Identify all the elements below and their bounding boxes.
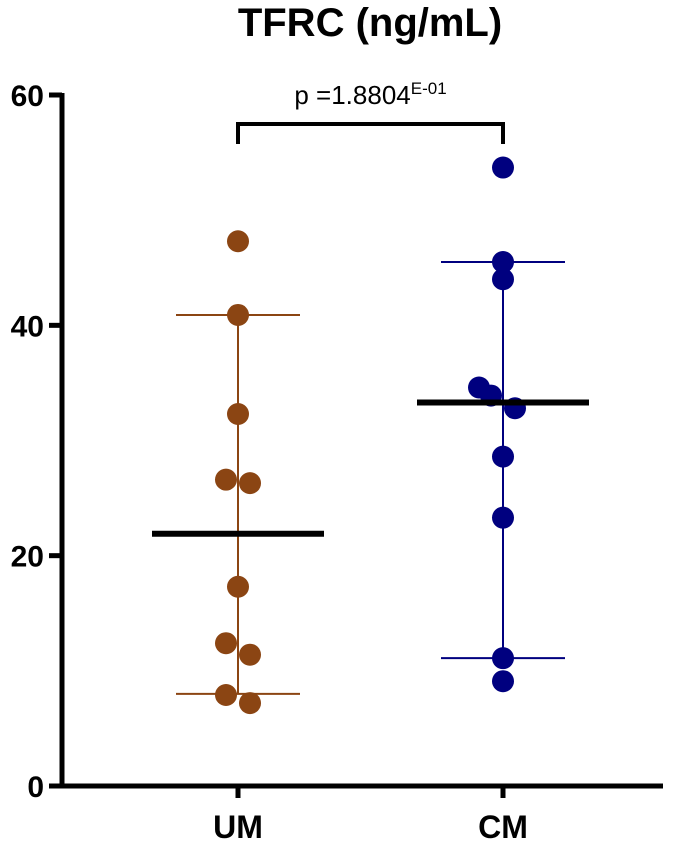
- data-point: [492, 506, 514, 529]
- data-point: [239, 472, 261, 495]
- data-point: [492, 647, 514, 670]
- data-point: [227, 403, 249, 426]
- axes: [59, 93, 663, 789]
- data-point: [492, 445, 514, 468]
- y-tick-label: 20: [11, 541, 44, 574]
- data-point: [492, 156, 514, 179]
- y-ticks: 0 20 40 60: [11, 80, 62, 804]
- y-tick-label: 0: [27, 771, 44, 804]
- data-point: [239, 643, 261, 666]
- x-category-label: CM: [478, 809, 528, 842]
- significance-annotation: p =1.8804E-01: [236, 79, 505, 144]
- data-point: [215, 468, 237, 491]
- data-point: [239, 692, 261, 715]
- data-point: [492, 670, 514, 693]
- data-point: [492, 250, 514, 273]
- data-point: [227, 303, 249, 326]
- p-value-label: p =1.8804E-01: [294, 79, 446, 110]
- chart-title: TFRC (ng/mL): [238, 1, 502, 45]
- data-point: [492, 268, 514, 291]
- p-value-main: p =1.8804: [294, 80, 410, 110]
- mean-lines: [152, 399, 589, 537]
- significance-bracket: [236, 122, 505, 144]
- x-categories: UM CM: [213, 786, 528, 842]
- x-category-label: UM: [213, 809, 263, 842]
- p-value-exponent: E-01: [411, 79, 447, 98]
- data-point: [227, 230, 249, 253]
- data-point: [227, 575, 249, 598]
- data-points: [215, 156, 526, 715]
- y-tick-label: 60: [11, 80, 44, 113]
- y-tick-label: 40: [11, 310, 44, 343]
- data-point: [215, 632, 237, 655]
- data-point: [215, 684, 237, 707]
